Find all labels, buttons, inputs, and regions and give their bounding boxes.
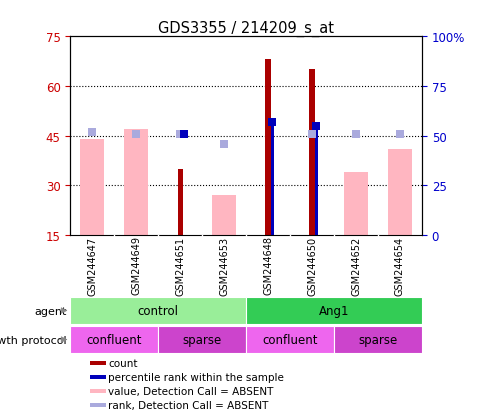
Bar	[314, 126, 318, 235]
Text: sparse: sparse	[358, 333, 397, 346]
Bar	[343, 173, 367, 235]
Bar	[124, 130, 148, 235]
Bar	[245, 326, 333, 353]
Text: confluent: confluent	[86, 333, 142, 346]
Bar	[158, 326, 245, 353]
Bar	[265, 60, 270, 235]
Text: sparse: sparse	[182, 333, 221, 346]
Text: GSM244653: GSM244653	[219, 236, 228, 295]
Bar	[270, 122, 273, 235]
Text: GSM244647: GSM244647	[87, 236, 97, 295]
Bar	[309, 70, 314, 235]
Text: GSM244649: GSM244649	[131, 236, 141, 295]
Bar	[245, 297, 421, 324]
Bar	[212, 196, 236, 235]
Bar	[177, 169, 182, 235]
Text: GSM244651: GSM244651	[175, 236, 185, 295]
Bar	[80, 140, 104, 235]
Bar	[90, 361, 106, 365]
Text: control: control	[137, 304, 179, 317]
Bar	[70, 326, 158, 353]
Text: growth protocol: growth protocol	[0, 335, 67, 345]
Title: GDS3355 / 214209_s_at: GDS3355 / 214209_s_at	[158, 21, 333, 37]
Text: GSM244652: GSM244652	[350, 236, 360, 295]
Bar	[387, 150, 411, 235]
Bar	[90, 375, 106, 379]
Bar	[70, 297, 245, 324]
Bar	[333, 326, 421, 353]
Text: rank, Detection Call = ABSENT: rank, Detection Call = ABSENT	[108, 400, 268, 410]
Text: percentile rank within the sample: percentile rank within the sample	[108, 372, 284, 382]
Text: GSM244648: GSM244648	[263, 236, 272, 295]
Text: GSM244650: GSM244650	[306, 236, 317, 295]
Text: GSM244654: GSM244654	[394, 236, 404, 295]
Text: value, Detection Call = ABSENT: value, Detection Call = ABSENT	[108, 386, 273, 396]
Text: count: count	[108, 358, 138, 368]
Text: agent: agent	[34, 306, 67, 316]
Text: confluent: confluent	[262, 333, 317, 346]
Bar	[90, 389, 106, 393]
Text: Ang1: Ang1	[318, 304, 348, 317]
Bar	[90, 403, 106, 407]
